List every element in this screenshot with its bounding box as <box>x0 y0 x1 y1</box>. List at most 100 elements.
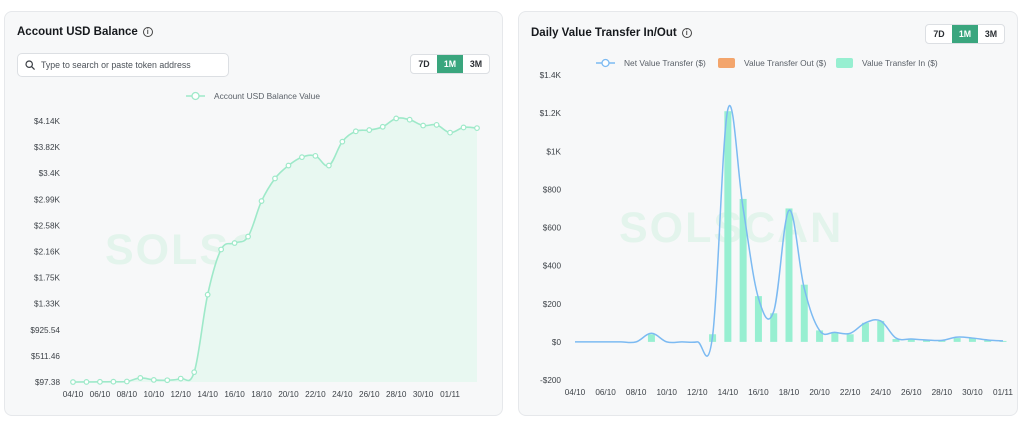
transfer-in-bar[interactable] <box>647 334 655 342</box>
balance-data-point[interactable] <box>433 121 440 128</box>
balance-title-text: Account USD Balance <box>17 26 138 38</box>
balance-data-point[interactable] <box>137 375 144 381</box>
range-7d-button[interactable]: 7D <box>418 59 430 69</box>
range-1m-button[interactable]: 1M <box>952 25 978 43</box>
x-axis-tick-label: 22/10 <box>305 390 326 399</box>
x-axis-tick-label: 22/10 <box>840 388 861 397</box>
balance-data-point[interactable] <box>164 377 171 384</box>
search-icon <box>25 60 35 70</box>
legend-transfer-out[interactable]: Value Transfer Out ($) <box>718 58 826 68</box>
legend-in-label: Value Transfer In ($) <box>862 58 938 68</box>
transfer-in-bar[interactable] <box>846 334 854 342</box>
x-axis-tick-label: 14/10 <box>718 388 739 397</box>
x-axis-tick-label: 14/10 <box>197 390 218 399</box>
balance-data-point[interactable] <box>110 378 117 385</box>
transfer-in-bar[interactable] <box>923 339 931 342</box>
balance-data-point[interactable] <box>393 115 400 122</box>
y-axis-tick-label: $1.33K <box>34 300 60 309</box>
balance-data-point[interactable] <box>299 154 305 161</box>
x-axis-tick-label: 04/10 <box>565 388 586 397</box>
x-axis-tick-label: 06/10 <box>595 388 616 397</box>
balance-data-point[interactable] <box>97 378 103 385</box>
y-axis-tick-label: $511.46 <box>31 352 60 361</box>
balance-range-selector: 7D 1M 3M <box>410 54 490 74</box>
range-3m-button[interactable]: 3M <box>469 59 483 69</box>
x-axis-tick-label: 16/10 <box>748 388 769 397</box>
y-axis-tick-label: -$200 <box>540 376 561 385</box>
legend-net-marker-icon <box>601 58 610 68</box>
balance-data-point[interactable] <box>312 152 319 159</box>
balance-data-point[interactable] <box>460 124 467 131</box>
x-axis-tick-label: 20/10 <box>809 388 830 397</box>
balance-data-point[interactable] <box>272 175 278 182</box>
token-search-input[interactable] <box>41 60 228 70</box>
y-axis-tick-label: $2.99K <box>34 195 60 204</box>
range-3m-button[interactable]: 3M <box>984 29 998 39</box>
range-7d-button[interactable]: 7D <box>933 29 945 39</box>
balance-data-point[interactable] <box>379 123 386 130</box>
x-axis-tick-label: 20/10 <box>278 390 299 399</box>
x-axis-tick-label: 12/10 <box>170 390 191 399</box>
balance-data-point[interactable] <box>150 376 157 383</box>
x-axis-tick-label: 10/10 <box>656 388 677 397</box>
transfer-in-bar[interactable] <box>831 332 839 342</box>
transfer-in-bar[interactable] <box>739 198 747 342</box>
transfer-in-bar[interactable] <box>999 340 1007 342</box>
transfer-in-bar[interactable] <box>968 338 976 342</box>
transfer-legend: Net Value Transfer ($) Value Transfer Ou… <box>596 58 938 68</box>
balance-card-title: Account USD Balance i <box>17 26 153 38</box>
balance-data-point[interactable] <box>258 198 265 204</box>
token-search-box[interactable] <box>17 53 229 77</box>
info-icon[interactable]: i <box>681 28 692 38</box>
y-axis-tick-label: $600 <box>543 224 562 233</box>
balance-data-point[interactable] <box>420 122 427 129</box>
x-axis-tick-label: 26/10 <box>359 390 380 399</box>
legend-net-transfer[interactable]: Net Value Transfer ($) <box>596 58 706 68</box>
x-axis-tick-label: 01/11 <box>993 388 1013 397</box>
balance-data-point[interactable] <box>70 379 76 385</box>
balance-data-point[interactable] <box>325 162 332 169</box>
legend-transfer-in[interactable]: Value Transfer In ($) <box>836 58 938 68</box>
balance-data-point[interactable] <box>339 138 346 145</box>
transfer-in-bar[interactable] <box>907 339 915 342</box>
transfer-in-bar[interactable] <box>770 313 778 342</box>
transfer-in-bar[interactable] <box>724 111 732 342</box>
transfer-in-bar[interactable] <box>785 208 793 342</box>
x-axis-tick-label: 18/10 <box>251 390 272 399</box>
legend-in-swatch-icon <box>836 58 853 68</box>
balance-data-point[interactable] <box>231 240 238 246</box>
balance-legend[interactable]: Account USD Balance Value <box>186 91 320 101</box>
net-transfer-line <box>575 105 1004 357</box>
transfer-title-text: Daily Value Transfer In/Out <box>531 27 677 39</box>
balance-data-point[interactable] <box>177 375 184 382</box>
balance-data-point[interactable] <box>218 246 225 253</box>
balance-data-point[interactable] <box>352 128 359 135</box>
balance-data-point[interactable] <box>406 116 413 123</box>
x-axis-tick-label: 24/10 <box>870 388 891 397</box>
transfer-in-bar[interactable] <box>877 320 885 342</box>
x-axis-tick-label: 08/10 <box>117 390 138 399</box>
balance-data-point[interactable] <box>204 291 211 298</box>
transfer-in-bar[interactable] <box>938 340 946 342</box>
range-1m-button[interactable]: 1M <box>437 55 463 73</box>
transfer-in-bar[interactable] <box>984 339 992 342</box>
transfer-in-bar[interactable] <box>861 322 869 342</box>
transfer-in-bar[interactable] <box>754 296 762 342</box>
x-axis-tick-label: 08/10 <box>626 388 647 397</box>
transfer-in-bar[interactable] <box>892 339 900 342</box>
balance-data-point[interactable] <box>366 127 373 133</box>
legend-balance-label: Account USD Balance Value <box>214 91 320 101</box>
balance-data-point[interactable] <box>245 233 251 240</box>
balance-data-point[interactable] <box>447 129 453 136</box>
balance-data-point[interactable] <box>83 379 90 385</box>
y-axis-tick-label: $3.4K <box>39 169 61 178</box>
balance-data-point[interactable] <box>123 378 130 385</box>
y-axis-tick-label: $925.54 <box>30 326 60 335</box>
transfer-in-bar[interactable] <box>816 330 824 342</box>
transfer-in-bar[interactable] <box>800 284 808 342</box>
transfer-in-bar[interactable] <box>953 338 961 342</box>
balance-data-point[interactable] <box>285 162 292 169</box>
info-icon[interactable]: i <box>142 27 153 37</box>
balance-data-point[interactable] <box>191 369 198 376</box>
balance-data-point[interactable] <box>474 125 480 132</box>
